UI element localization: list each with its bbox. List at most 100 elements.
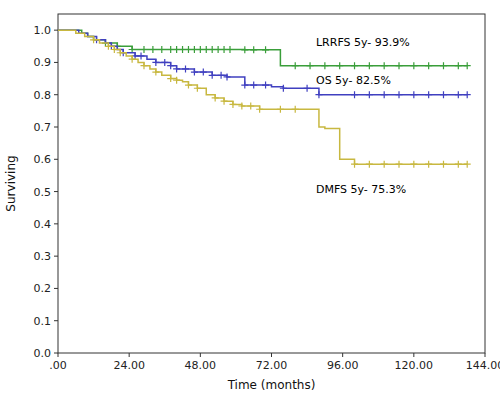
x-tick — [342, 353, 343, 357]
censor-mark — [396, 62, 403, 69]
censor-mark — [307, 62, 314, 69]
censor-mark — [425, 161, 432, 168]
censor-mark — [221, 98, 228, 105]
censor-mark — [292, 62, 299, 69]
censor-mark — [140, 46, 147, 53]
censor-mark — [425, 62, 432, 69]
censor-mark — [262, 82, 269, 89]
y-tick — [54, 256, 58, 257]
x-tick-label: 96.00 — [327, 359, 359, 372]
censor-mark — [304, 85, 311, 92]
y-tick — [54, 127, 58, 128]
censor-mark — [152, 59, 159, 66]
censor-mark — [247, 103, 254, 110]
censor-mark — [351, 161, 358, 168]
censor-mark — [366, 91, 373, 98]
censor-mark — [366, 161, 373, 168]
censor-mark — [182, 65, 189, 72]
y-tick-label: 0.5 — [34, 186, 52, 199]
censor-mark — [351, 62, 358, 69]
y-axis-label: Surviving — [4, 155, 18, 211]
annotation: DMFS 5y- 75.3% — [316, 183, 406, 196]
censor-mark — [167, 62, 174, 69]
x-tick-label: .00 — [49, 359, 67, 372]
censor-mark — [292, 106, 299, 113]
censor-mark — [440, 91, 447, 98]
censor-mark — [321, 62, 328, 69]
survival-curve — [58, 30, 467, 95]
censor-mark — [167, 75, 174, 82]
censor-mark — [90, 36, 97, 43]
censor-mark — [410, 91, 417, 98]
censor-mark — [256, 106, 263, 113]
censor-mark — [191, 69, 198, 76]
x-tick-label: 120.00 — [395, 359, 434, 372]
censor-mark — [138, 52, 145, 59]
x-tick-label: 48.00 — [185, 359, 217, 372]
y-tick — [54, 159, 58, 160]
censor-mark — [238, 103, 245, 110]
censor-mark — [105, 43, 112, 50]
censor-mark — [250, 82, 257, 89]
censor-mark — [440, 161, 447, 168]
censor-mark — [277, 106, 284, 113]
y-tick-label: 0.0 — [34, 347, 52, 360]
censor-mark — [111, 46, 118, 53]
censor-mark — [262, 46, 269, 53]
censor-mark — [140, 62, 147, 69]
censor-mark — [212, 94, 219, 101]
y-tick-label: 0.8 — [34, 89, 52, 102]
censor-mark — [381, 91, 388, 98]
x-tick-label: 24.00 — [113, 359, 145, 372]
censor-mark — [161, 59, 168, 66]
y-tick — [54, 94, 58, 95]
y-tick-label: 0.1 — [34, 315, 52, 328]
censor-mark — [129, 56, 136, 63]
y-tick-label: 0.6 — [34, 153, 52, 166]
censor-mark — [224, 73, 231, 80]
survival-curve — [58, 30, 467, 164]
y-tick-label: 0.7 — [34, 121, 52, 134]
censor-mark — [351, 91, 358, 98]
censor-mark — [149, 46, 156, 53]
censor-mark — [229, 101, 236, 108]
censor-mark — [194, 85, 201, 92]
y-tick — [54, 288, 58, 289]
x-tick-label: 144.00 — [466, 359, 500, 372]
x-tick — [485, 353, 486, 357]
censor-mark — [366, 62, 373, 69]
survival-curve — [58, 30, 467, 66]
censor-mark — [396, 91, 403, 98]
censor-mark — [152, 69, 159, 76]
x-tick — [271, 353, 272, 357]
x-axis-label: Time (months) — [227, 378, 316, 392]
censor-mark — [218, 72, 225, 79]
y-tick — [54, 320, 58, 321]
censor-mark — [250, 46, 257, 53]
censor-mark — [200, 69, 207, 76]
x-tick — [413, 353, 414, 357]
censor-mark — [315, 91, 322, 98]
x-tick — [129, 353, 130, 357]
y-tick-label: 1.0 — [34, 24, 52, 37]
censor-mark — [173, 65, 180, 72]
y-tick — [54, 62, 58, 63]
censor-mark — [226, 46, 233, 53]
y-tick — [54, 191, 58, 192]
y-tick-label: 0.9 — [34, 56, 52, 69]
censor-mark — [336, 62, 343, 69]
annotation: LRRFS 5y- 93.9% — [316, 36, 410, 49]
y-tick-label: 0.2 — [34, 282, 52, 295]
censor-mark — [381, 161, 388, 168]
y-tick — [54, 353, 58, 354]
censor-mark — [464, 91, 471, 98]
y-tick — [54, 223, 58, 224]
censor-mark — [241, 82, 248, 89]
censor-mark — [209, 72, 216, 79]
annotation: OS 5y- 82.5% — [316, 74, 391, 87]
censor-mark — [280, 85, 287, 92]
censor-mark — [117, 49, 124, 56]
censor-mark — [410, 62, 417, 69]
censor-mark — [185, 82, 192, 89]
plot-area — [58, 30, 471, 167]
